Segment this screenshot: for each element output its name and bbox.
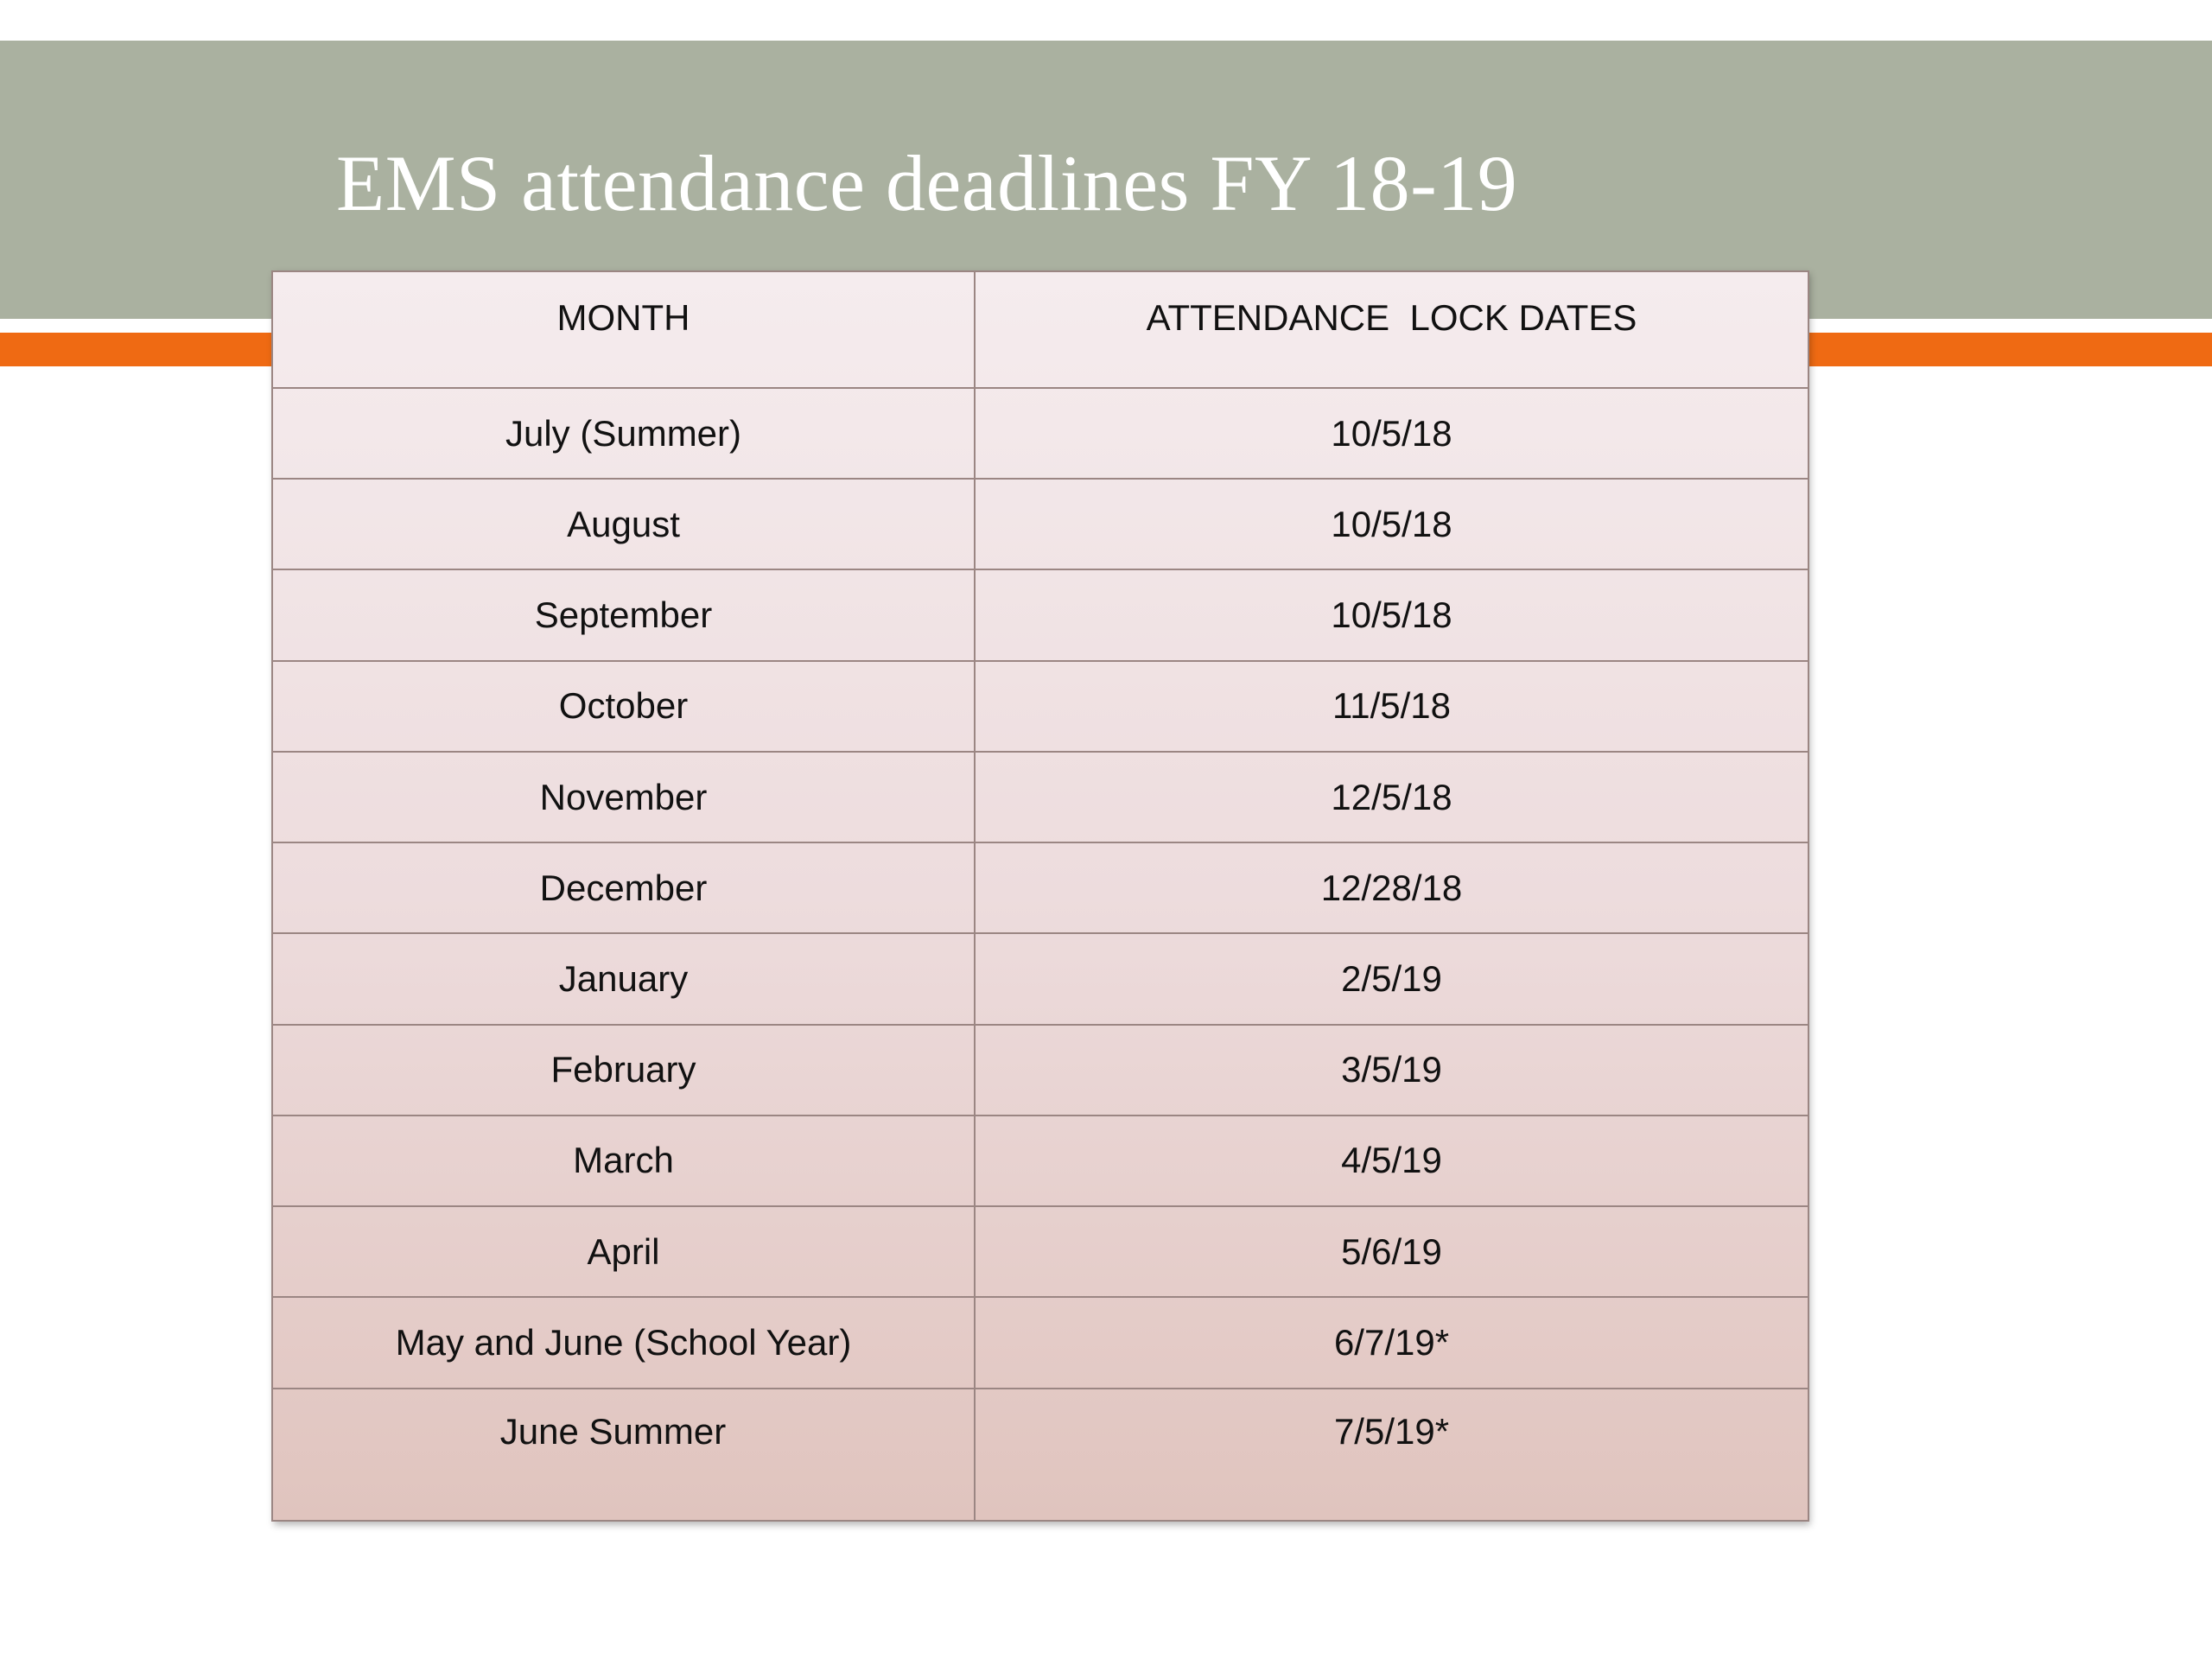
month-cell-text: June Summer <box>499 1410 727 1452</box>
month-cell: August <box>271 478 976 571</box>
lock-date-cell: 4/5/19 <box>974 1114 1809 1208</box>
lock-date-cell: 6/7/19* <box>974 1296 1809 1389</box>
table-row: June Summer 7/5/19* <box>271 1387 1809 1522</box>
lock-date-cell: 12/5/18 <box>974 750 1809 844</box>
table-row: January 2/5/19 <box>271 932 1809 1026</box>
month-cell: July (Summer) <box>271 386 976 480</box>
month-cell: February <box>271 1023 976 1116</box>
header-month: MONTH <box>271 270 976 389</box>
attendance-deadlines-table: MONTH ATTENDANCE LOCK DATES July (Summer… <box>271 270 1809 1522</box>
table-row: March 4/5/19 <box>271 1114 1809 1208</box>
lock-date-cell: 2/5/19 <box>974 932 1809 1026</box>
table-row: July (Summer) 10/5/18 <box>271 386 1809 480</box>
table-row: May and June (School Year) 6/7/19* <box>271 1296 1809 1389</box>
slide-title: EMS attendance deadlines FY 18-19 <box>336 139 1518 227</box>
lock-date-cell: 10/5/18 <box>974 478 1809 571</box>
month-cell: December <box>271 842 976 935</box>
table-row: September 10/5/18 <box>271 569 1809 662</box>
lock-date-cell: 3/5/19 <box>974 1023 1809 1116</box>
month-cell: March <box>271 1114 976 1208</box>
table-row: November 12/5/18 <box>271 750 1809 844</box>
table-row: April 5/6/19 <box>271 1205 1809 1299</box>
month-cell: May and June (School Year) <box>271 1296 976 1389</box>
month-cell: April <box>271 1205 976 1299</box>
month-cell: October <box>271 659 976 753</box>
table-row: August 10/5/18 <box>271 478 1809 571</box>
lock-date-cell: 7/5/19* <box>974 1387 1809 1522</box>
table-header-row: MONTH ATTENDANCE LOCK DATES <box>271 270 1809 389</box>
table-row: October 11/5/18 <box>271 659 1809 753</box>
month-cell: September <box>271 569 976 662</box>
lock-date-cell: 10/5/18 <box>974 386 1809 480</box>
header-attendance-lock-dates: ATTENDANCE LOCK DATES <box>974 270 1809 389</box>
lock-date-cell: 5/6/19 <box>974 1205 1809 1299</box>
month-cell: November <box>271 750 976 844</box>
table-row: December 12/28/18 <box>271 842 1809 935</box>
month-cell: January <box>271 932 976 1026</box>
lock-date-cell: 10/5/18 <box>974 569 1809 662</box>
table-row: February 3/5/19 <box>271 1023 1809 1116</box>
month-cell: June Summer <box>271 1387 976 1522</box>
lock-date-cell: 11/5/18 <box>974 659 1809 753</box>
lock-date-cell: 12/28/18 <box>974 842 1809 935</box>
